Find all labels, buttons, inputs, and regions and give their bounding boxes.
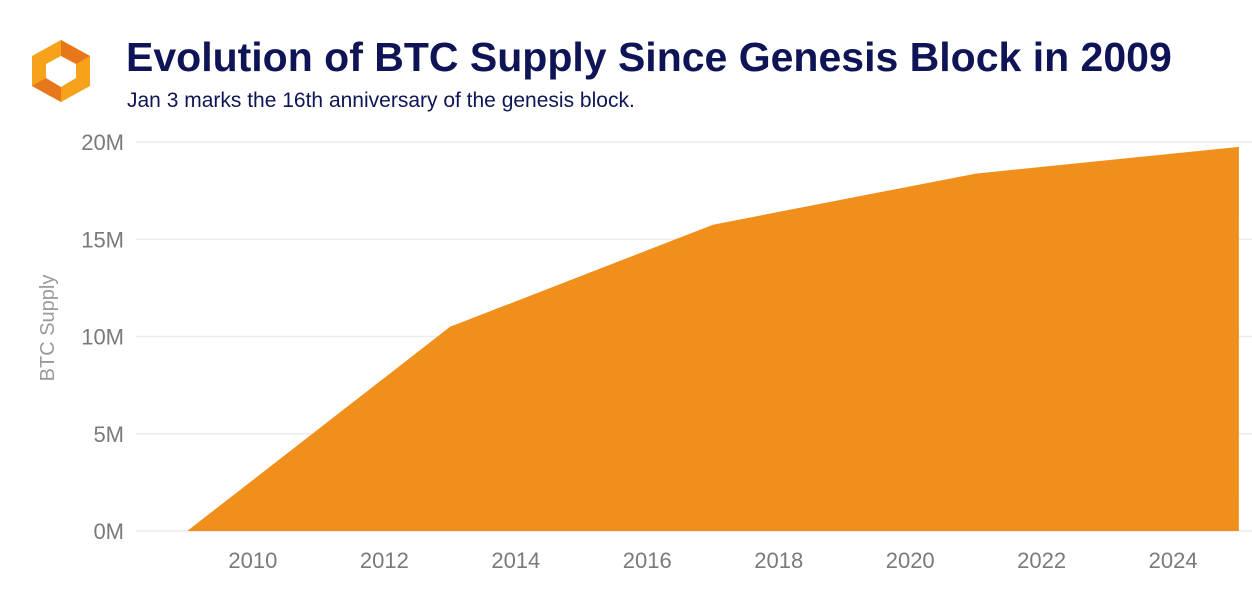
brand-logo-icon <box>32 40 90 102</box>
x-tick-label: 2012 <box>360 548 409 573</box>
x-tick-label: 2018 <box>754 548 803 573</box>
y-tick-label: 10M <box>81 325 124 350</box>
chart-subtitle: Jan 3 marks the 16th anniversary of the … <box>127 89 635 112</box>
x-tick-label: 2016 <box>623 548 672 573</box>
y-axis-ticks: 0M 5M 10M 15M 20M <box>81 130 124 544</box>
y-tick-label: 0M <box>93 519 124 544</box>
area-layer <box>187 146 1239 532</box>
y-tick-label: 20M <box>81 130 124 155</box>
x-tick-label: 2024 <box>1149 548 1198 573</box>
btc-supply-area <box>187 146 1239 531</box>
x-axis-ticks: 2010 2012 2014 2016 2018 2020 2022 2024 <box>228 548 1197 573</box>
y-axis-label: BTC Supply <box>37 275 59 382</box>
chart-title: Evolution of BTC Supply Since Genesis Bl… <box>126 34 1172 80</box>
x-tick-label: 2010 <box>228 548 277 573</box>
x-tick-label: 2022 <box>1017 548 1066 573</box>
x-tick-label: 2020 <box>886 548 935 573</box>
y-tick-label: 15M <box>81 227 124 252</box>
x-tick-label: 2014 <box>491 548 540 573</box>
y-tick-label: 5M <box>93 422 124 447</box>
